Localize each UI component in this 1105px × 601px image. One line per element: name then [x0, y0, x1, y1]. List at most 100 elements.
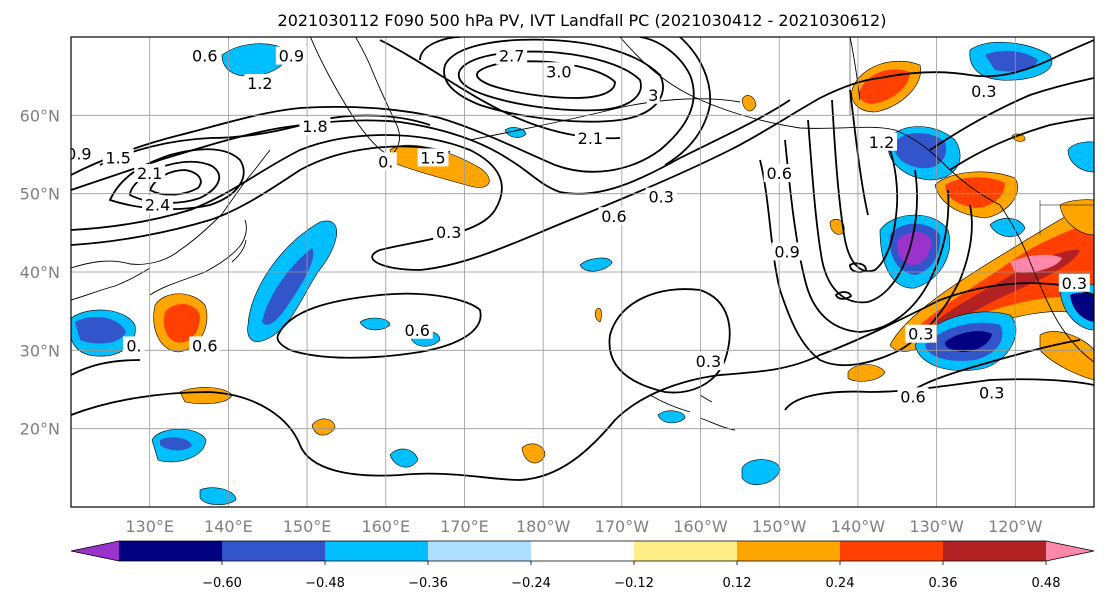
contour-label: 0.3: [979, 383, 1004, 402]
coastline-islands: [649, 394, 736, 431]
contour-label-bg: [968, 81, 1000, 100]
contour-label-bg: [496, 46, 528, 65]
shading-blob-small-orange: [594, 95, 1094, 323]
contour-label: 0.6: [192, 336, 217, 355]
lon-tick-label: 130°E: [125, 517, 174, 536]
contour-label-bg: [189, 46, 221, 65]
shading-blob-ne-pacific-blue: [879, 214, 950, 289]
shading-blob-kamchatka: [221, 43, 289, 77]
lon-tick-label: 120°W: [988, 517, 1043, 536]
shading-blob-west-coast-orange: [889, 199, 1094, 352]
contour-label: 2.1: [578, 129, 603, 148]
contour-label-bg: [543, 62, 575, 81]
contour-label-bg: [433, 222, 465, 241]
contour-label: 1.2: [869, 133, 894, 152]
lat-tick-label: 30°N: [20, 341, 60, 360]
map-frame: [70, 36, 1095, 508]
contour-label: 3.0: [546, 62, 571, 81]
contour-label: 1.5: [105, 148, 130, 167]
graticule: [71, 37, 1094, 507]
contour-label: 0.6: [900, 387, 925, 406]
lon-tick-label: 180°W: [516, 517, 571, 536]
colorbar-segment: [325, 541, 429, 561]
contour-label: 2.7: [499, 47, 524, 66]
contour-label-bg: [71, 144, 95, 163]
colorbar-tick-label: 0.48: [1032, 576, 1061, 591]
colorbar-tick-label: −0.24: [511, 576, 551, 591]
colorbar-tick-label: −0.60: [202, 576, 242, 591]
shading-blob-california-blue: [914, 311, 1017, 371]
contour-label: 0.: [126, 336, 141, 355]
colorbar-tick-label: 0.12: [723, 576, 752, 591]
contour-label-bg: [574, 128, 606, 147]
contour-label-bg: [299, 117, 331, 136]
contour-label-bg: [417, 148, 449, 167]
colorbar-tick-label: −0.48: [305, 576, 345, 591]
lat-tick-label: 40°N: [20, 263, 60, 282]
lon-tick-label: 130°W: [909, 517, 964, 536]
contour-label: 1.5: [420, 148, 445, 167]
map-panel: 0.6 0.9 1.2 1.8 1.5 0. 2.7 3.0 3 2.1 1.5 2.1 2.4 0.9 0…: [66, 36, 1095, 508]
lon-tick-label: 140°E: [204, 517, 253, 536]
colorbar-segment: [943, 541, 1047, 561]
contour-label-bg: [771, 242, 803, 261]
lon-tick-label: 160°W: [673, 517, 728, 536]
latitude-axis: 20°N 30°N 40°N 50°N 60°N: [20, 106, 60, 438]
lon-tick-label: 170°W: [595, 517, 650, 536]
colorbar-segment: [531, 541, 635, 561]
contour-label-bg: [122, 336, 145, 355]
shading-blob-west-pacific-blue: [247, 220, 337, 342]
pv-contours: [71, 37, 1094, 481]
contour-label: 2.4: [145, 195, 170, 214]
contour-label-bg: [142, 195, 174, 214]
shading-blob-japan-blue: [71, 309, 136, 357]
contour-label-bg: [401, 320, 433, 339]
contour-label: 0.9: [279, 47, 304, 66]
coastline-japan: [149, 219, 247, 296]
colorbar-segment: [222, 541, 326, 561]
contour-label-bg: [645, 187, 677, 206]
contour-label-bg: [189, 336, 221, 355]
lon-tick-label: 160°E: [361, 517, 410, 536]
shading-blob-bc-orange: [934, 171, 1018, 219]
colorbar-segment: [119, 541, 223, 561]
contour-label-bg: [905, 324, 937, 343]
contour-label: 0.6: [601, 207, 626, 226]
longitude-axis: 130°E 140°E 150°E 160°E 170°E 180°W 170°W 160°W…: [125, 517, 1042, 536]
colorbar-segment: [737, 541, 841, 561]
contour-label: 3: [648, 86, 658, 105]
contour-label-bg: [897, 387, 929, 406]
contour-label: 1.2: [247, 74, 272, 93]
colorbar-tick-label: 0.36: [929, 576, 958, 591]
figure-title: 2021030112 F090 500 hPa PV, IVT Landfall…: [278, 11, 887, 30]
colorbar-extend-high: [1046, 541, 1094, 561]
contour-label: 0.3: [908, 325, 933, 344]
contour-label: 0.3: [648, 188, 673, 207]
lat-tick-label: 20°N: [20, 420, 60, 439]
contour-label-bg: [692, 352, 724, 371]
contour-label: 2.1: [137, 164, 162, 183]
lon-tick-label: 140°W: [831, 517, 886, 536]
shading-blob-subtropical-blue: [151, 127, 781, 505]
contour-label-bg: [763, 164, 795, 183]
colorbar-segment: [428, 541, 532, 561]
contour-label-bg: [102, 148, 134, 167]
contour-label: 0.9: [66, 145, 91, 164]
contour-label: 0.3: [696, 352, 721, 371]
contour-label-bg: [275, 46, 307, 65]
lon-tick-label: 170°E: [440, 517, 489, 536]
contour-label: 0.6: [405, 321, 430, 340]
contour-label-bg: [374, 152, 397, 171]
colorbar-tick-label: −0.36: [408, 576, 448, 591]
contour-label-layer: 0.6 0.9 1.2 1.8 1.5 0. 2.7 3.0 3 2.1 1.5 2.1 2.4 0.9 0…: [66, 46, 1090, 406]
contour-label-bg: [866, 132, 898, 151]
colorbar-segment: [634, 541, 738, 561]
contour-label: 0.6: [767, 164, 792, 183]
lat-tick-label: 60°N: [20, 106, 60, 125]
contour-label-bg: [976, 383, 1008, 402]
lon-tick-label: 150°W: [752, 517, 807, 536]
shading-blob-mexico-orange: [847, 331, 1094, 382]
colorbar-tick-label: 0.24: [826, 576, 855, 591]
contour-label: 0.3: [1062, 274, 1087, 293]
